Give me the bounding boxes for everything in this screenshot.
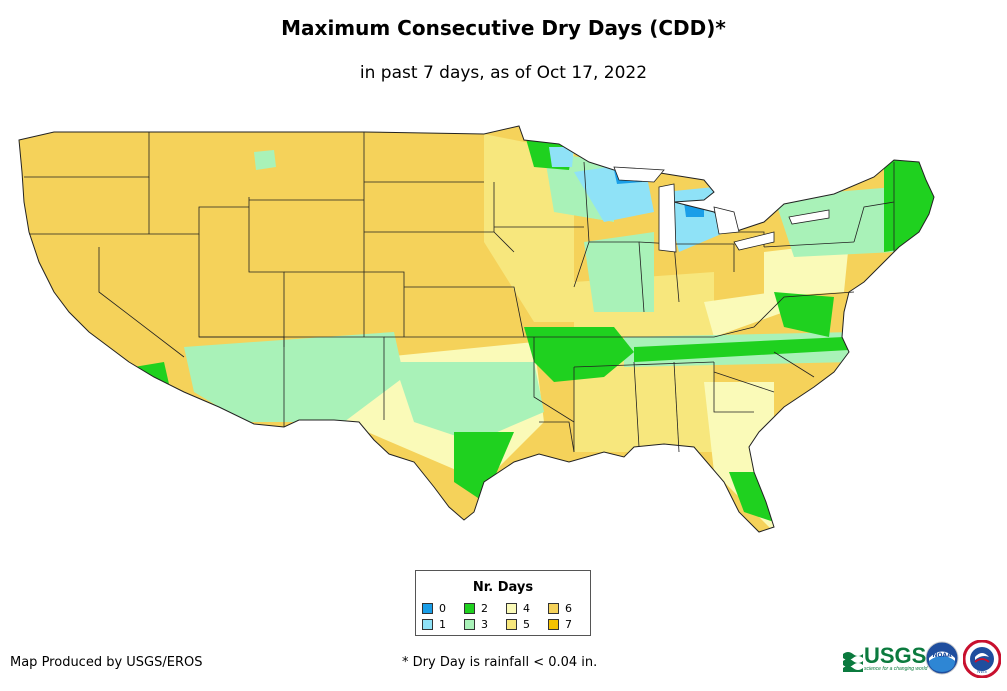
legend-swatch — [506, 619, 517, 630]
zone-4-ohio — [704, 292, 784, 337]
legend-label: 7 — [565, 618, 572, 631]
noaa-logo: NOAA — [925, 641, 959, 675]
usgs-wave-icon — [843, 652, 863, 672]
legend-item-7: 7 — [548, 618, 572, 631]
lake-huron — [713, 206, 740, 235]
zone-3-montana-spot — [254, 150, 276, 170]
usgs-tagline: science for a changing world — [864, 666, 928, 672]
us-cdd-map — [18, 125, 935, 533]
zone-2-arkansas — [524, 327, 634, 382]
legend: Nr. Days 0 1 2 3 4 5 6 7 — [415, 570, 591, 636]
zone-2-virginia — [774, 292, 834, 337]
zone-4-pennsylvania — [764, 242, 849, 297]
us-outline — [18, 125, 935, 533]
legend-item-5: 5 — [506, 618, 530, 631]
map-subtitle: in past 7 days, as of Oct 17, 2022 — [359, 63, 648, 83]
legend-title: Nr. Days — [472, 580, 534, 595]
legend-label: 1 — [439, 618, 446, 631]
nws-text: NWS — [977, 669, 987, 674]
legend-item-1: 1 — [422, 618, 446, 631]
legend-item-2: 2 — [464, 602, 488, 615]
legend-swatch — [548, 619, 559, 630]
legend-swatch — [548, 603, 559, 614]
legend-item-0: 0 — [422, 602, 446, 615]
legend-swatch — [422, 619, 433, 630]
map-title: Maximum Consecutive Dry Days (CDD)* — [281, 16, 726, 40]
legend-swatch — [464, 603, 475, 614]
legend-label: 0 — [439, 602, 446, 615]
zone-3-oklahoma-texas — [394, 362, 544, 442]
lake-ontario — [788, 209, 830, 225]
legend-label: 2 — [481, 602, 488, 615]
legend-swatch — [464, 619, 475, 630]
dry-day-note: * Dry Day is rainfall < 0.04 in. — [402, 655, 598, 670]
zone-3-southwest — [184, 332, 404, 422]
zone-2-texas-coast — [454, 432, 514, 502]
lake-superior — [613, 166, 665, 183]
zone-1-minnesota — [549, 147, 574, 167]
legend-swatch — [506, 603, 517, 614]
legend-label: 3 — [481, 618, 488, 631]
legend-swatch — [422, 603, 433, 614]
legend-item-6: 6 — [548, 602, 572, 615]
zone-2-tennessee-band — [634, 337, 849, 362]
zone-3-new-york — [774, 187, 894, 257]
legend-item-4: 4 — [506, 602, 530, 615]
noaa-text: NOAA — [932, 652, 952, 659]
legend-item-3: 3 — [464, 618, 488, 631]
legend-label: 4 — [523, 602, 530, 615]
lake-erie — [733, 231, 775, 251]
legend-label: 6 — [565, 602, 572, 615]
usgs-logo: USGS science for a changing world — [843, 642, 927, 672]
state-boundaries — [24, 132, 895, 453]
map-credit: Map Produced by USGS/EROS — [10, 655, 203, 670]
zone-3-illinois-indiana — [584, 232, 654, 312]
nws-logo: NWS — [963, 640, 1001, 678]
legend-label: 5 — [523, 618, 530, 631]
usgs-wordmark: USGS — [864, 643, 927, 668]
lake-michigan — [658, 183, 677, 253]
